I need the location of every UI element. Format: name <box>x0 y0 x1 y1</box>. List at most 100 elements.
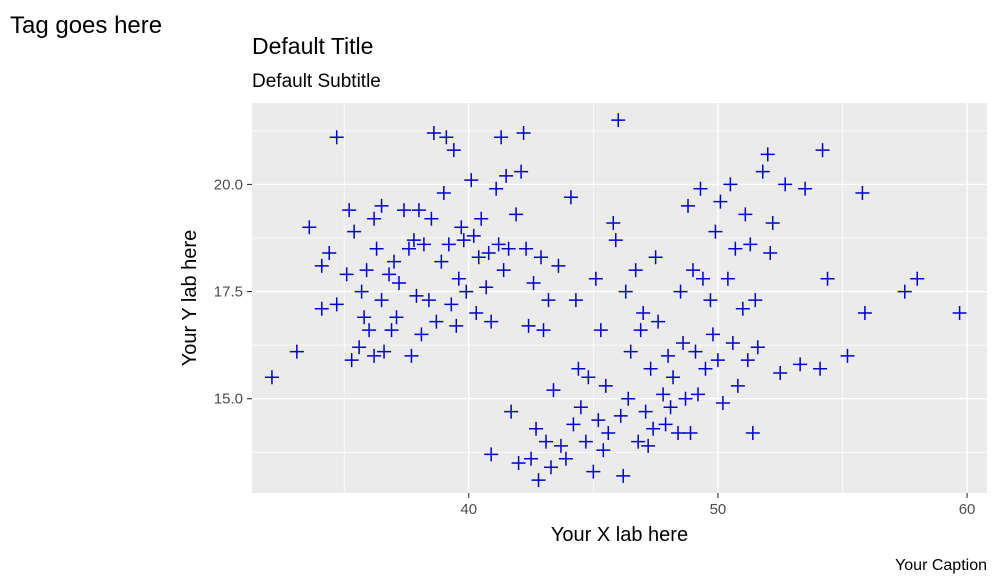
scatter-point <box>618 284 633 299</box>
scatter-point <box>673 284 688 299</box>
scatter-point <box>464 173 479 188</box>
x-tick-label: 50 <box>710 501 727 518</box>
scatter-point <box>897 284 912 299</box>
scatter-point <box>339 267 354 282</box>
scatter-point <box>840 348 855 363</box>
scatter-point <box>745 426 760 440</box>
scatter-point <box>481 246 496 260</box>
scatter-point <box>725 336 740 350</box>
scatter-point <box>519 241 534 256</box>
scatter-point <box>568 293 583 308</box>
scatter-point <box>728 241 743 256</box>
scatter-point <box>514 164 529 179</box>
scatter-point <box>658 417 673 432</box>
scatter-point <box>813 361 828 376</box>
scatter-point <box>616 468 631 483</box>
scatter-point <box>444 297 459 312</box>
scatter-point <box>534 250 549 265</box>
scatter-point <box>357 310 372 325</box>
scatter-point <box>409 288 424 303</box>
scatter-point <box>539 434 553 449</box>
scatter-point <box>608 233 623 248</box>
scatter-point <box>426 126 441 140</box>
scatter-point <box>952 306 967 320</box>
scatter-point <box>698 361 713 376</box>
x-tick-label: 40 <box>460 501 477 518</box>
scatter-point <box>723 177 738 192</box>
scatter-point <box>765 216 780 230</box>
scatter-point <box>663 400 678 415</box>
scatter-point <box>404 348 419 363</box>
scatter-point <box>501 241 516 256</box>
scatter-point <box>414 327 429 342</box>
scatter-point <box>456 233 471 248</box>
scatter-point <box>710 353 725 368</box>
scatter-point <box>314 258 329 273</box>
scatter-point <box>638 404 653 419</box>
scatter-point <box>466 228 481 243</box>
scatter-point <box>553 438 568 453</box>
scatter-point <box>671 426 686 440</box>
scatter-point <box>344 353 359 368</box>
scatter-point <box>676 336 691 350</box>
scatter-point <box>855 186 870 200</box>
scatter-point <box>558 451 573 466</box>
scatter-point <box>708 224 723 239</box>
scatter-point <box>661 348 676 363</box>
scatter-point <box>382 267 397 282</box>
scatter-point <box>322 246 337 260</box>
scatter-point <box>693 181 708 196</box>
grid-lines <box>252 103 987 493</box>
scatter-point <box>571 361 586 376</box>
scatter-point <box>479 280 494 295</box>
scatter-point <box>377 344 392 359</box>
scatter-point <box>760 147 775 162</box>
scatter-point <box>406 233 421 248</box>
scatter-point <box>720 271 735 286</box>
scatter-point <box>666 370 681 385</box>
scatter-point <box>686 263 700 278</box>
scatter-point <box>387 254 402 269</box>
scatter-point <box>820 271 835 286</box>
scatter-point <box>511 456 526 470</box>
scatter-point <box>773 366 788 380</box>
scatter-point <box>499 168 514 183</box>
scatter-point <box>541 293 556 308</box>
scatter-point <box>411 203 426 218</box>
scatter-point <box>374 293 389 308</box>
scatter-point <box>715 396 730 410</box>
scatter-point <box>743 237 758 252</box>
scatter-point <box>509 207 524 222</box>
scatter-point <box>489 181 504 196</box>
scatter-point <box>516 126 531 140</box>
scatter-point <box>578 434 593 449</box>
scatter-point <box>424 211 439 226</box>
scatter-point <box>705 327 720 342</box>
scatter-point <box>484 314 499 329</box>
scatter-point <box>392 276 406 290</box>
scatter-point <box>342 203 357 218</box>
scatter-point <box>678 391 693 406</box>
scatter-point <box>529 421 544 436</box>
scatter-point <box>354 284 369 299</box>
scatter-point <box>302 220 317 235</box>
scatter-point <box>793 357 808 372</box>
scatter-point <box>648 250 663 265</box>
scatter-point <box>543 460 558 475</box>
scatter-point <box>857 306 872 320</box>
scatter-point <box>611 113 626 128</box>
scatter-point <box>352 340 367 355</box>
scatter-point <box>347 224 362 239</box>
scatter-point <box>750 340 765 355</box>
scatter-point <box>264 370 279 385</box>
scatter-point <box>763 246 778 260</box>
scatter-point <box>563 190 578 205</box>
scatter-point <box>713 194 728 209</box>
scatter-point <box>416 237 431 252</box>
plot-panel <box>252 103 987 493</box>
scatter-point <box>494 130 509 145</box>
scatter-point <box>643 361 658 376</box>
y-tick-label: 20.0 <box>214 176 243 193</box>
plot-tag: Tag goes here <box>10 12 162 39</box>
